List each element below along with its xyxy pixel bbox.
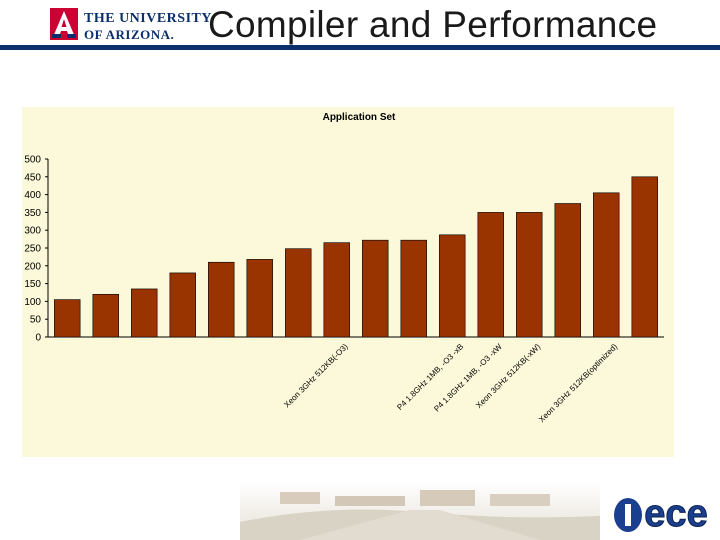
- y-tick-label: 150: [24, 279, 41, 290]
- x-tick-label: Xeon 3GHz 512KB(optimized): [537, 342, 619, 424]
- ece-logo: ece: [614, 493, 708, 536]
- y-tick-label: 250: [24, 244, 41, 255]
- bar: [554, 203, 581, 338]
- bar: [516, 212, 543, 338]
- university-logo: THE UNIVERSITY OF ARIZONA.: [50, 8, 211, 42]
- y-tick-label: 500: [24, 155, 41, 166]
- x-tick-label: Xeon 3GHz 512KB(-O3): [282, 342, 350, 410]
- bar: [362, 239, 389, 338]
- bar: [400, 239, 427, 338]
- y-tick-label: 350: [24, 208, 41, 219]
- header-rule: [0, 45, 720, 50]
- y-tick-label: 450: [24, 172, 41, 183]
- bar: [131, 288, 158, 338]
- y-tick-label: 50: [30, 315, 42, 326]
- bar: [54, 299, 81, 338]
- bar: [323, 242, 350, 338]
- x-tick-label: Xeon 3GHz 512KB(-xW): [474, 342, 542, 410]
- bar: [208, 261, 235, 338]
- x-tick-label: P4 1.8GHz 1MB, -O3 -xW: [432, 342, 504, 414]
- y-tick-label: 200: [24, 261, 41, 272]
- x-tick-label: P4 1.8GHz 1MB, -O3 -xB: [395, 342, 465, 412]
- bar: [169, 272, 196, 338]
- arizona-a-icon: [50, 8, 78, 40]
- bar: [593, 192, 620, 338]
- bar: [439, 234, 466, 338]
- bar: [285, 248, 312, 338]
- bar: [631, 176, 658, 338]
- bar: [477, 212, 504, 338]
- campus-photo: [240, 482, 600, 540]
- y-tick-label: 400: [24, 190, 41, 201]
- bar-chart: Application Set 0 50 100 150 200 250 300 350 400…: [24, 112, 664, 424]
- y-tick-label: 0: [35, 333, 41, 344]
- ece-logo-text: ece: [644, 493, 707, 535]
- slide-title: Compiler and Performance: [208, 4, 658, 45]
- bar: [92, 293, 119, 338]
- bar: [246, 259, 273, 338]
- slide-header: THE UNIVERSITY OF ARIZONA. Compiler and …: [0, 0, 720, 50]
- university-name-line2: OF ARIZONA.: [84, 27, 175, 42]
- x-tick-labels: Xeon 3GHz 512KB(-O3) P4 1.8GHz 1MB, -O3 -…: [282, 342, 619, 424]
- university-name-line1: THE UNIVERSITY: [84, 11, 212, 26]
- y-tick-label: 100: [24, 297, 41, 308]
- bars: [54, 176, 658, 338]
- y-tick-label: 300: [24, 226, 41, 237]
- chart-panel: Application Set 0 50 100 150 200 250 300 350 400…: [22, 107, 674, 457]
- chart-title: Application Set: [323, 112, 396, 123]
